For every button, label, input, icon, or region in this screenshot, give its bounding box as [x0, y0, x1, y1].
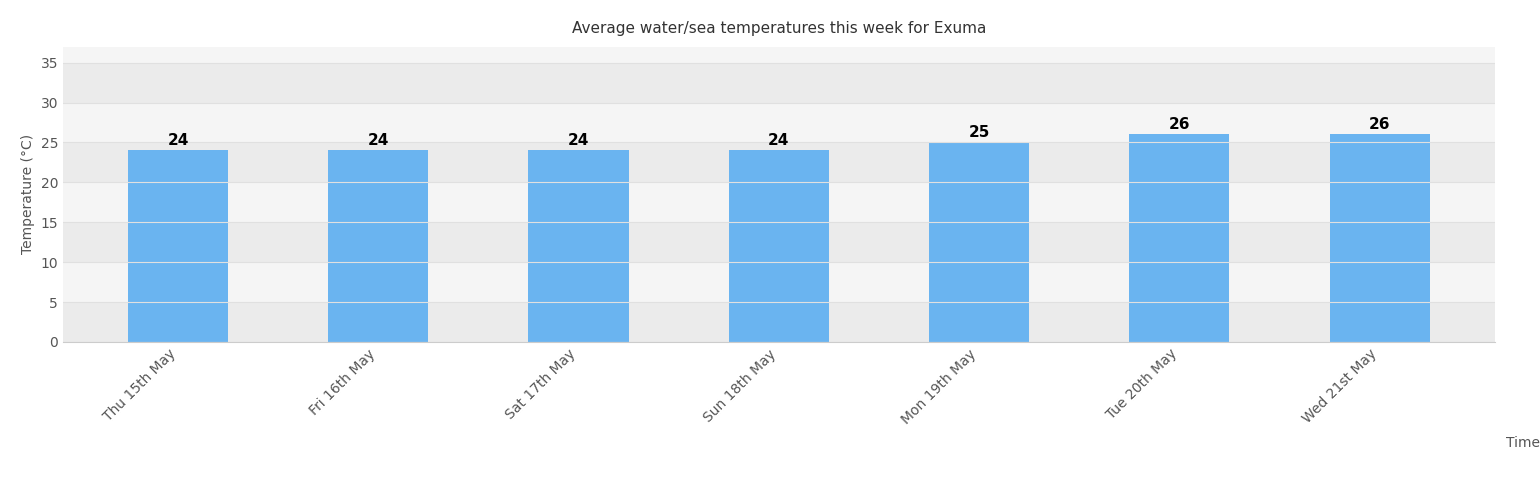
- Title: Average water/sea temperatures this week for Exuma: Average water/sea temperatures this week…: [571, 21, 986, 36]
- Text: 26: 26: [1169, 117, 1190, 132]
- Bar: [63, 142, 1495, 182]
- Bar: [328, 150, 428, 342]
- X-axis label: Time: Time: [1506, 436, 1540, 450]
- Bar: [1329, 134, 1429, 342]
- Bar: [63, 62, 1495, 102]
- Text: 25: 25: [969, 125, 990, 140]
- Bar: [63, 102, 1495, 142]
- Bar: [528, 150, 628, 342]
- Text: 24: 24: [568, 133, 590, 148]
- Bar: [929, 142, 1029, 342]
- Bar: [728, 150, 829, 342]
- Bar: [63, 222, 1495, 262]
- Text: 24: 24: [168, 133, 189, 148]
- Text: 26: 26: [1369, 117, 1391, 132]
- Y-axis label: Temperature (°C): Temperature (°C): [22, 134, 35, 254]
- Text: 24: 24: [768, 133, 790, 148]
- Bar: [128, 150, 228, 342]
- Bar: [63, 262, 1495, 302]
- Bar: [63, 46, 1495, 62]
- Bar: [1129, 134, 1229, 342]
- Text: 24: 24: [368, 133, 390, 148]
- Bar: [63, 302, 1495, 342]
- Bar: [63, 182, 1495, 222]
